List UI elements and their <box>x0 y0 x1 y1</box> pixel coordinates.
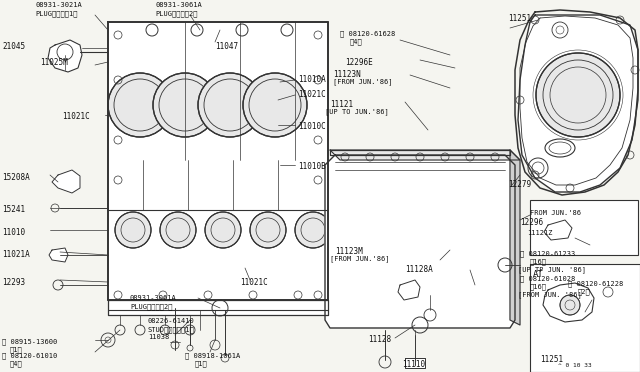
Text: （4）: （4） <box>350 38 363 45</box>
Text: 15208A: 15208A <box>2 173 29 182</box>
Text: （4）: （4） <box>10 360 23 367</box>
Text: [FROM JUN.'86]: [FROM JUN.'86] <box>333 78 392 85</box>
Polygon shape <box>405 358 425 368</box>
Text: 11010: 11010 <box>2 228 25 237</box>
Text: 11010C: 11010C <box>298 122 326 131</box>
FancyBboxPatch shape <box>530 200 638 255</box>
Text: 11110: 11110 <box>402 360 425 369</box>
Text: FROM JUN.'86: FROM JUN.'86 <box>530 210 581 216</box>
Text: [FROM JUN. '86]: [FROM JUN. '86] <box>518 291 582 298</box>
Circle shape <box>243 73 307 137</box>
Polygon shape <box>108 300 328 315</box>
Text: 11025M: 11025M <box>40 58 68 67</box>
Text: 11123N: 11123N <box>333 70 361 79</box>
Text: （2）: （2） <box>578 288 591 295</box>
Text: 11121: 11121 <box>330 100 353 109</box>
Circle shape <box>153 73 217 137</box>
Polygon shape <box>330 150 510 155</box>
Text: PLUGプラグ（2）: PLUGプラグ（2） <box>155 10 198 17</box>
Text: STUDスタッド（1）: STUDスタッド（1） <box>148 326 195 333</box>
Text: 11128A: 11128A <box>405 265 433 274</box>
Text: Ⓑ 08120-61228: Ⓑ 08120-61228 <box>568 280 623 286</box>
Text: Ⓝ 08918-1061A: Ⓝ 08918-1061A <box>185 352 240 359</box>
Circle shape <box>205 212 241 248</box>
Text: PLUGプラグ（1）: PLUGプラグ（1） <box>35 10 77 17</box>
Text: Ⓜ 08915-13600: Ⓜ 08915-13600 <box>2 338 57 344</box>
Text: Ⓑ 08120-61010: Ⓑ 08120-61010 <box>2 352 57 359</box>
Text: 08931-3021A: 08931-3021A <box>35 2 82 8</box>
Text: 11021C: 11021C <box>298 90 326 99</box>
Text: AT: AT <box>533 270 544 279</box>
Text: 11021C: 11021C <box>62 112 90 121</box>
Text: 11021C: 11021C <box>240 278 268 287</box>
Polygon shape <box>510 150 520 325</box>
Text: 11121Z: 11121Z <box>527 230 552 236</box>
Text: （16）: （16） <box>530 258 547 264</box>
Text: 12293: 12293 <box>2 278 25 287</box>
Polygon shape <box>544 220 572 240</box>
Circle shape <box>115 212 151 248</box>
Polygon shape <box>48 40 82 72</box>
Polygon shape <box>518 15 638 192</box>
Text: Ⓑ 08120-61028: Ⓑ 08120-61028 <box>520 275 575 282</box>
Text: 08931-3061A: 08931-3061A <box>155 2 202 8</box>
Text: 11047: 11047 <box>215 42 238 51</box>
Text: 11251: 11251 <box>508 14 531 23</box>
Text: ^ 0 10 33: ^ 0 10 33 <box>558 363 592 368</box>
Text: [FROM JUN.'86]: [FROM JUN.'86] <box>330 255 390 262</box>
Polygon shape <box>330 150 520 160</box>
Text: （1）: （1） <box>10 346 23 353</box>
Polygon shape <box>543 283 594 322</box>
Polygon shape <box>108 22 328 300</box>
Circle shape <box>250 212 286 248</box>
Text: 11021A: 11021A <box>2 250 29 259</box>
Text: （16）: （16） <box>530 283 547 290</box>
Text: PLUGプラグ（2）: PLUGプラグ（2） <box>130 303 173 310</box>
Text: （1）: （1） <box>195 360 208 367</box>
Circle shape <box>536 53 620 137</box>
Polygon shape <box>49 248 68 262</box>
Circle shape <box>295 212 331 248</box>
Text: 12296: 12296 <box>520 218 543 227</box>
Text: 15241: 15241 <box>2 205 25 214</box>
Text: 11010B: 11010B <box>298 162 326 171</box>
Text: 11123M: 11123M <box>335 247 363 256</box>
Circle shape <box>108 73 172 137</box>
Circle shape <box>198 73 262 137</box>
Text: Ⓑ 08120-61233: Ⓑ 08120-61233 <box>520 250 575 257</box>
FancyBboxPatch shape <box>530 264 640 372</box>
Text: [UP TO JUN.'86]: [UP TO JUN.'86] <box>325 108 388 115</box>
Text: 08226-61410: 08226-61410 <box>148 318 195 324</box>
Circle shape <box>160 212 196 248</box>
Circle shape <box>560 295 580 315</box>
Text: 12279: 12279 <box>508 180 531 189</box>
Text: 11251: 11251 <box>540 355 563 364</box>
Text: 11038: 11038 <box>148 334 169 340</box>
Polygon shape <box>398 280 420 300</box>
Text: 08931-3061A: 08931-3061A <box>130 295 177 301</box>
Polygon shape <box>52 170 80 193</box>
Text: [UP TP JUN. '86]: [UP TP JUN. '86] <box>518 266 586 273</box>
Text: Ⓑ 08120-61628: Ⓑ 08120-61628 <box>340 30 396 36</box>
Text: 11010A: 11010A <box>298 75 326 84</box>
Text: 12296E: 12296E <box>345 58 372 67</box>
Text: 11128: 11128 <box>368 335 391 344</box>
Polygon shape <box>325 155 515 328</box>
Text: 21045: 21045 <box>2 42 25 51</box>
